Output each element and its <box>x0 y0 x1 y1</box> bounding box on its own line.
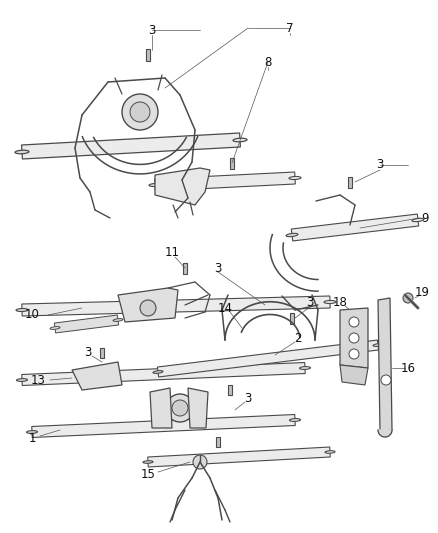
Polygon shape <box>188 388 208 428</box>
Text: 8: 8 <box>264 55 272 69</box>
Polygon shape <box>54 315 119 333</box>
Circle shape <box>349 349 359 359</box>
Bar <box>216 437 220 447</box>
Ellipse shape <box>290 418 300 422</box>
Circle shape <box>193 455 207 469</box>
Polygon shape <box>157 340 378 377</box>
Polygon shape <box>32 415 295 438</box>
Polygon shape <box>148 447 330 467</box>
Bar <box>183 262 187 273</box>
Text: 3: 3 <box>244 392 252 405</box>
Ellipse shape <box>373 344 383 346</box>
Text: 18: 18 <box>332 295 347 309</box>
Ellipse shape <box>27 431 38 433</box>
Ellipse shape <box>325 451 335 453</box>
Circle shape <box>403 293 413 303</box>
Text: 1: 1 <box>28 432 36 445</box>
Polygon shape <box>291 214 419 241</box>
Text: 3: 3 <box>84 345 92 359</box>
Ellipse shape <box>17 378 28 382</box>
Text: 9: 9 <box>421 212 429 224</box>
Ellipse shape <box>15 150 29 154</box>
Ellipse shape <box>153 370 163 374</box>
Text: 7: 7 <box>286 21 294 35</box>
Ellipse shape <box>113 319 123 321</box>
Circle shape <box>381 375 391 385</box>
Circle shape <box>172 400 188 416</box>
Bar <box>228 385 232 395</box>
Bar <box>230 157 234 168</box>
Polygon shape <box>155 172 295 191</box>
Bar <box>146 49 150 61</box>
Ellipse shape <box>324 301 336 303</box>
Text: 14: 14 <box>218 302 233 314</box>
Bar <box>348 176 352 188</box>
Ellipse shape <box>412 219 424 222</box>
Polygon shape <box>22 296 330 316</box>
Ellipse shape <box>300 367 311 369</box>
Circle shape <box>349 333 359 343</box>
Text: 11: 11 <box>165 246 180 259</box>
Text: 19: 19 <box>414 286 430 298</box>
Text: 10: 10 <box>25 309 39 321</box>
Polygon shape <box>150 388 172 428</box>
Polygon shape <box>340 308 368 368</box>
Text: 3: 3 <box>214 262 222 274</box>
Bar <box>290 312 294 324</box>
Text: 3: 3 <box>376 158 384 172</box>
Text: 3: 3 <box>306 295 314 309</box>
Circle shape <box>349 317 359 327</box>
Ellipse shape <box>289 176 301 180</box>
Polygon shape <box>155 168 210 205</box>
Polygon shape <box>72 362 122 390</box>
Circle shape <box>166 394 194 422</box>
Text: 2: 2 <box>294 332 302 344</box>
Ellipse shape <box>16 309 28 311</box>
Bar <box>100 348 104 358</box>
Text: 13: 13 <box>31 374 46 386</box>
Polygon shape <box>378 298 392 432</box>
Text: 3: 3 <box>148 23 155 36</box>
Polygon shape <box>22 362 305 385</box>
Ellipse shape <box>143 461 153 463</box>
Ellipse shape <box>149 183 161 187</box>
Polygon shape <box>21 133 240 159</box>
Ellipse shape <box>50 327 60 329</box>
Circle shape <box>122 94 158 130</box>
Polygon shape <box>118 288 178 322</box>
Circle shape <box>130 102 150 122</box>
Ellipse shape <box>233 138 247 142</box>
Polygon shape <box>378 430 392 437</box>
Ellipse shape <box>286 233 298 237</box>
Circle shape <box>140 300 156 316</box>
Text: 15: 15 <box>141 469 155 481</box>
Text: 16: 16 <box>400 361 416 375</box>
Polygon shape <box>340 365 368 385</box>
